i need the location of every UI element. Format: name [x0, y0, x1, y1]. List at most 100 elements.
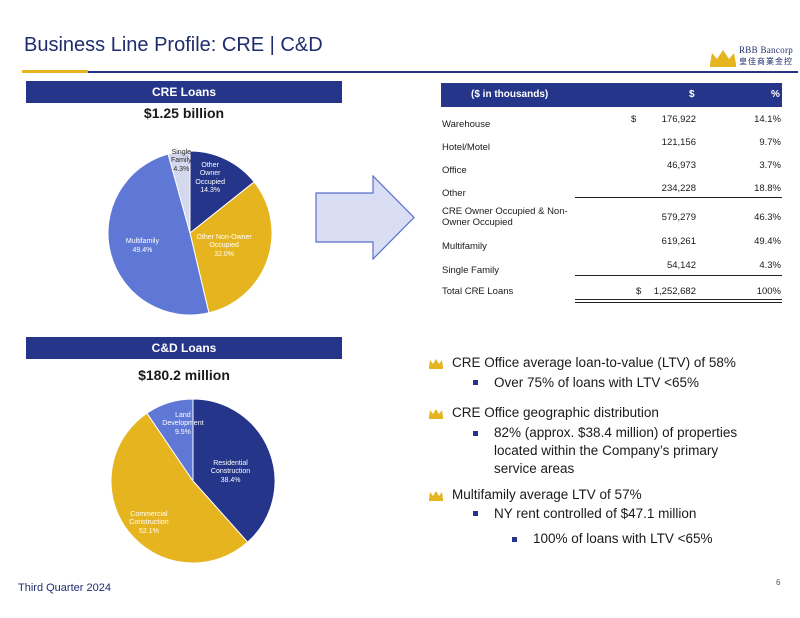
pie-slice-multifamily	[107, 153, 210, 316]
page-number: 6	[776, 578, 781, 587]
logo-name: RBB Bancorp	[739, 45, 794, 55]
pie-label-land-development: Land Development 9.5%	[162, 412, 203, 438]
cd-loans-amount: $180.2 million	[138, 367, 230, 383]
square-bullet-icon	[473, 511, 478, 516]
pie-slice-residential-construction	[192, 398, 276, 543]
pie-slice-land-development	[146, 398, 194, 483]
table-row-usd: 234,228	[661, 183, 696, 194]
pie-label-line: 4.3%	[173, 165, 190, 173]
pie-label-residential-construction: Residential Construction 38.4%	[211, 460, 250, 486]
title-underline-accent	[22, 70, 88, 73]
table-row-label: Warehouse	[442, 119, 491, 130]
table-row-usd: 619,261	[661, 236, 696, 247]
subtotal-rule	[575, 197, 782, 198]
crown-bullet-icon	[429, 409, 443, 419]
square-bullet-icon	[473, 431, 478, 436]
pie-label-line: 52.1%	[139, 527, 159, 535]
page-title: Business Line Profile: CRE | C&D	[24, 34, 323, 56]
pie-label-commercial-construction: Commercial Construction 52.1%	[129, 511, 168, 537]
crown-bullet-icon	[429, 359, 443, 369]
bullet-text: Multifamily average LTV of 57%	[452, 487, 642, 502]
pie-label-line: Other Non-Owner	[196, 233, 252, 241]
table-row-pct: 100%	[756, 286, 781, 297]
pie-label-line: 9.5%	[174, 428, 191, 436]
crown-logo-icon	[710, 50, 736, 67]
pie-label-line: 14.3%	[200, 187, 221, 195]
pie-label-line: Occupied	[209, 242, 239, 250]
right-arrow-icon	[315, 175, 415, 260]
sub-bullet-text: service areas	[494, 461, 575, 476]
pie-label-line: 32.0%	[214, 250, 235, 258]
pie-label-single-family: Single Family 4.3%	[171, 149, 192, 175]
table-row-label: Single Family	[442, 265, 500, 276]
table-row-usd: 1,252,682	[653, 286, 696, 297]
bullet-text: CRE Office geographic distribution	[452, 405, 659, 420]
table-row-pct: 3.7%	[759, 160, 781, 171]
pie-label-line: Other	[201, 161, 219, 169]
pie-label-multifamily: Multifamily 49.4%	[126, 238, 159, 255]
sub-bullet-text: 100% of loans with LTV <65%	[533, 531, 713, 546]
pie-label-other-non-owner-occupied: Other Non-Owner Occupied 32.0%	[197, 234, 252, 260]
bullet-text: CRE Office average loan-to-value (LTV) o…	[452, 355, 736, 370]
column-header-pct: %	[771, 89, 780, 100]
total-double-rule-1	[575, 299, 782, 300]
sub-bullet-text: 82% (approx. $38.4 million) of propertie…	[494, 425, 738, 440]
table-row-label: Other	[442, 188, 466, 199]
table-row-label: CRE Owner Occupied & Non-Owner Occupied	[442, 206, 568, 228]
table-row-usd: 176,922	[661, 114, 696, 125]
pie-label-line: Construction	[210, 468, 251, 475]
pie-label-line: Construction	[129, 519, 169, 526]
pie-label-other-owner-occupied: Other Owner Occupied 14.3%	[195, 162, 225, 196]
pie-label-line: Owner	[199, 170, 221, 178]
square-bullet-icon	[473, 380, 478, 385]
table-row-usd: 579,279	[661, 212, 696, 223]
pie-label-line: 49.4%	[132, 246, 153, 254]
table-row-label: Hotel/Motel	[442, 142, 491, 153]
pie-label-line: Family	[171, 157, 192, 165]
table-row-pct: 4.3%	[759, 260, 781, 271]
logo-chinese-name: 皇佳商業金控	[739, 57, 793, 66]
column-header-label: ($ in thousands)	[471, 89, 549, 100]
table-row-currency: $	[631, 114, 637, 125]
pie-slice-other-owner-occupied	[189, 150, 255, 235]
cd-pie-chart: Residential Construction 38.4% Commercial Co…	[108, 396, 278, 566]
cd-loans-header: C&D Loans	[26, 337, 342, 359]
title-underline	[88, 71, 798, 73]
pie-label-line: Occupied	[195, 178, 225, 186]
square-bullet-icon	[512, 537, 517, 542]
sub-bullet-text: located within the Company’s primary	[494, 443, 719, 458]
table-row-usd: 54,142	[666, 260, 696, 271]
crown-bullet-icon	[429, 491, 443, 501]
cre-loans-header: CRE Loans	[26, 81, 342, 103]
column-header-usd: $	[689, 89, 695, 100]
footer-text: Third Quarter 2024	[18, 582, 111, 594]
pie-label-line: Single	[171, 148, 192, 156]
table-row-label: Office	[442, 165, 467, 176]
table-row-pct: 49.4%	[754, 236, 781, 247]
pie-slice-other-non-owner-occupied	[189, 181, 273, 314]
cre-pie-chart: Other Owner Occupied 14.3% Other Non-Owner Oc…	[105, 148, 275, 318]
table-row-pct: 46.3%	[754, 212, 781, 223]
table-row-label: Multifamily	[442, 241, 487, 252]
table-row-usd: 121,156	[661, 137, 696, 148]
pie-label-line: Multifamily	[125, 238, 159, 246]
cre-loans-amount: $1.25 billion	[143, 105, 225, 121]
pie-label-line: Land	[175, 411, 191, 419]
table-row-currency: $	[636, 286, 642, 297]
sub-bullet-text: Over 75% of loans with LTV <65%	[494, 375, 699, 390]
pie-slice-commercial-construction	[110, 412, 249, 564]
sub-bullet-text: NY rent controlled of $47.1 million	[494, 506, 697, 521]
table-row-pct: 14.1%	[754, 114, 781, 125]
table-header: ($ in thousands) $ %	[441, 83, 782, 107]
pie-slice-single-family	[167, 150, 191, 234]
pie-label-line: 38.4%	[220, 476, 241, 484]
total-double-rule-2	[575, 302, 782, 303]
pie-label-line: Commercial	[130, 510, 168, 518]
total-top-rule	[575, 275, 782, 276]
pie-label-line: Residential	[213, 459, 248, 467]
table-row-usd: 46,973	[666, 160, 696, 171]
table-row-label: Total CRE Loans	[442, 286, 514, 297]
table-row-pct: 18.8%	[754, 183, 781, 194]
table-row-pct: 9.7%	[759, 137, 781, 148]
pie-label-line: Development	[162, 420, 204, 428]
